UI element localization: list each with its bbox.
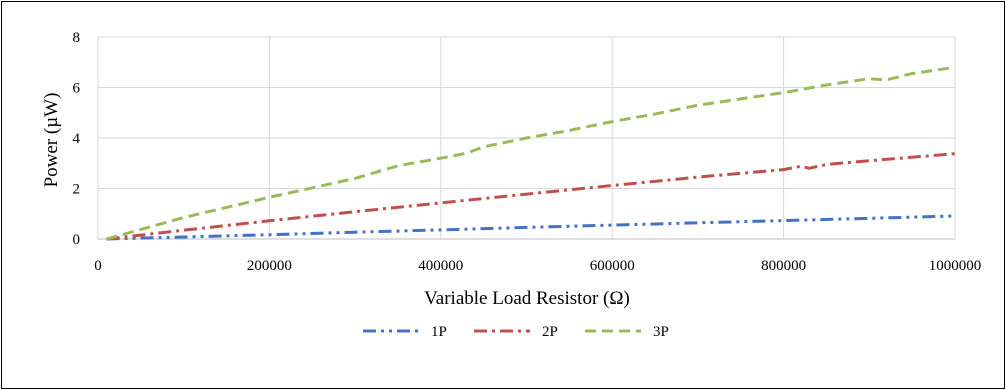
y-tick-label-0: 0 (73, 232, 81, 248)
y-tick-label-4: 8 (73, 30, 81, 46)
y-axis-title: Power (µW) (41, 93, 62, 188)
series-lines (106, 65, 956, 241)
x-tick-label-2: 400000 (418, 258, 463, 274)
x-axis-title: Variable Load Resistor (Ω) (424, 288, 630, 309)
grid-lines (97, 36, 956, 240)
legend-label-2P: 2P (542, 324, 558, 340)
y-tick-labels: 0 2 4 6 8 (73, 30, 81, 248)
series-line-2P (106, 152, 956, 241)
x-tick-label-0: 0 (94, 258, 102, 274)
x-tick-labels: 0 200000 400000 600000 800000 1000000 (94, 258, 981, 274)
y-tick-label-1: 2 (73, 182, 81, 198)
legend-label-3P: 3P (653, 324, 669, 340)
series-line-3P (106, 65, 956, 241)
y-tick-label-3: 6 (73, 81, 81, 97)
x-tick-label-1: 200000 (247, 258, 292, 274)
x-tick-label-3: 600000 (590, 258, 635, 274)
legend: 1P 2P 3P (363, 324, 669, 340)
x-tick-label-5: 1000000 (929, 258, 982, 274)
legend-label-1P: 1P (431, 324, 447, 340)
series-line-1P (106, 214, 956, 241)
x-tick-label-4: 800000 (761, 258, 806, 274)
y-tick-label-2: 4 (73, 131, 81, 147)
